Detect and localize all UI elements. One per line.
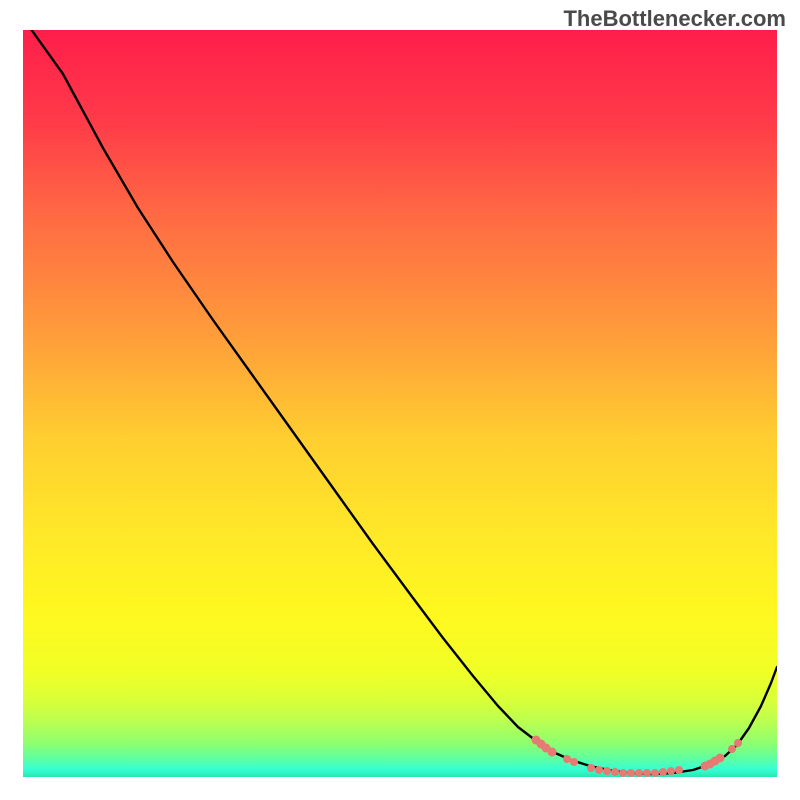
plot-svg (23, 30, 777, 777)
curve-marker (651, 769, 659, 777)
curve-marker (635, 769, 643, 777)
curve-marker (548, 748, 557, 757)
curve-marker (603, 767, 611, 775)
chart-container: TheBottlenecker.com (0, 0, 800, 800)
curve-marker (570, 758, 578, 766)
curve-marker (728, 745, 736, 753)
gradient-background (23, 30, 777, 777)
curve-marker (563, 755, 571, 763)
curve-marker (659, 768, 667, 776)
curve-marker (716, 754, 725, 763)
curve-marker (619, 769, 627, 777)
curve-marker (667, 767, 675, 775)
watermark-text: TheBottlenecker.com (563, 6, 786, 32)
curve-marker (627, 769, 635, 777)
curve-marker (675, 766, 683, 774)
curve-marker (734, 739, 742, 747)
curve-marker (643, 769, 651, 777)
curve-marker (587, 764, 595, 772)
curve-marker (595, 766, 603, 774)
plot-area (23, 30, 777, 777)
curve-marker (611, 768, 619, 776)
